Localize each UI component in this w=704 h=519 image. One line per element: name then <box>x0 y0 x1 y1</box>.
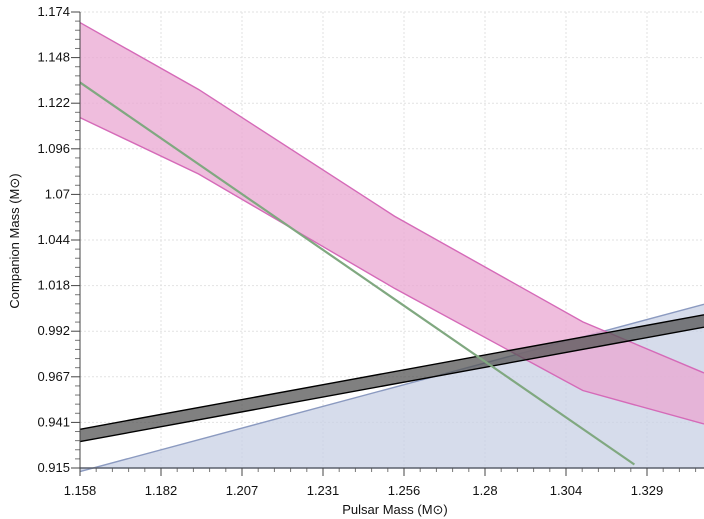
y-tick-label: 1.096 <box>37 141 70 156</box>
y-tick-label: 0.992 <box>37 323 70 338</box>
band-fill-2 <box>80 314 704 442</box>
x-tick-label: 1.329 <box>631 483 664 498</box>
y-tick-label: 1.122 <box>37 95 70 110</box>
y-tick-label: 0.941 <box>37 414 70 429</box>
x-tick-label: 1.304 <box>550 483 583 498</box>
x-tick-label: 1.158 <box>64 483 97 498</box>
y-axis: 1.174 1.148 1.122 1.096 1.07 1.044 1.018 0.992 0… <box>37 4 81 475</box>
y-tick-label: 1.148 <box>37 50 70 65</box>
x-tick-label: 1.28 <box>472 483 497 498</box>
x-axis: 1.158 1.182 1.207 1.231 1.256 1.28 1.304 1.329 <box>64 467 704 498</box>
x-tick-label: 1.182 <box>145 483 178 498</box>
y-axis-label: Companion Mass (M⊙) <box>7 173 22 308</box>
band-lower-edge-1 <box>79 117 704 425</box>
x-tick-label: 1.256 <box>388 483 421 498</box>
band-lower-edge-2 <box>79 326 704 443</box>
y-tick-label: 0.915 <box>37 460 70 475</box>
y-tick-label: 1.07 <box>45 186 70 201</box>
series-line-3 <box>79 81 636 466</box>
y-tick-label: 0.967 <box>37 369 70 384</box>
plot-series <box>79 21 704 473</box>
y-tick-label: 1.018 <box>37 278 70 293</box>
x-tick-label: 1.207 <box>226 483 259 498</box>
band-upper-edge-2 <box>79 314 704 430</box>
x-tick-label: 1.231 <box>307 483 340 498</box>
band-fill-1 <box>80 22 704 424</box>
y-tick-label: 1.044 <box>37 232 70 247</box>
x-axis-label: Pulsar Mass (M⊙) <box>342 502 448 517</box>
y-tick-label: 1.174 <box>37 4 70 19</box>
band-upper-edge-1 <box>79 21 704 374</box>
